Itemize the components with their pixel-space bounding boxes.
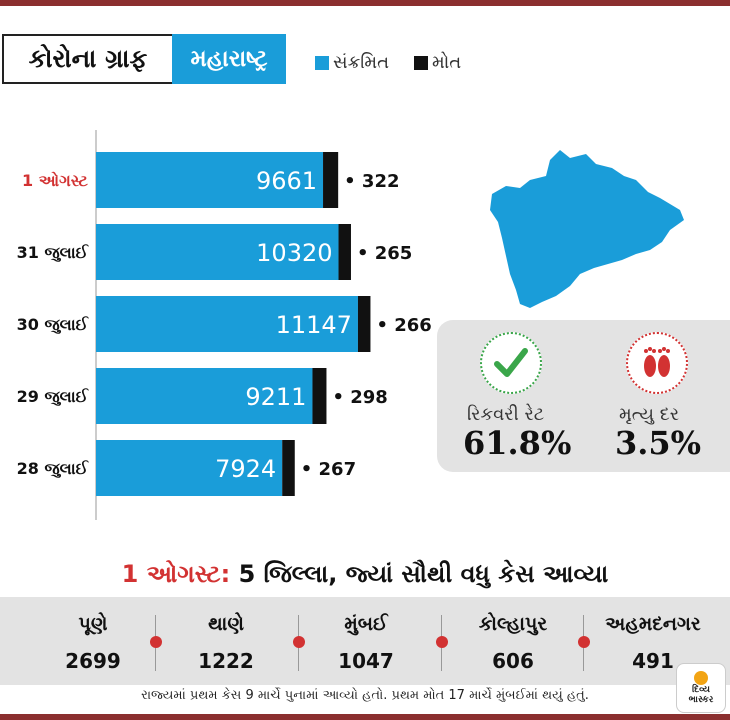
district-value: 2699 bbox=[65, 649, 121, 673]
district-separator bbox=[150, 615, 162, 671]
top-border bbox=[0, 0, 730, 6]
stats-panel: રિકવરી રેટ 61.8% મૃત્યુ દર 3.5% bbox=[437, 320, 730, 472]
district-value: 1047 bbox=[338, 649, 394, 673]
legend-label-deaths: મોત bbox=[432, 52, 462, 73]
category-label: 30 જુલાઈ bbox=[17, 315, 90, 335]
district-value: 606 bbox=[492, 649, 534, 673]
bar-deaths bbox=[323, 152, 339, 208]
category-label: 28 જુલાઈ bbox=[17, 459, 90, 479]
data-label-deaths: • 267 bbox=[301, 459, 356, 480]
bar-infected bbox=[96, 368, 313, 424]
category-label: 1 ઓગસ્ટ bbox=[22, 170, 89, 190]
bar-deaths bbox=[357, 296, 371, 352]
district-name: થાણે bbox=[208, 613, 244, 635]
recovery-icon-circle bbox=[480, 332, 542, 394]
data-label-deaths: • 298 bbox=[332, 387, 387, 408]
data-label-infected: 9661 bbox=[256, 167, 317, 195]
districts-heading-text: 5 જિલ્લા, જ્યાં સૌથી વધુ કેસ આવ્યા bbox=[238, 560, 609, 588]
district-item: પૂણે 2699 bbox=[20, 597, 166, 685]
district-separator bbox=[578, 615, 590, 671]
footnote: રાજ્યમાં પ્રથમ કેસ 9 માર્ચે પુનામાં આવ્ય… bbox=[141, 688, 589, 703]
maharashtra-map-icon bbox=[490, 150, 684, 308]
page-title: કોરોના ગ્રાફ bbox=[2, 34, 174, 84]
district-item: થાણે 1222 bbox=[153, 597, 299, 685]
checkmark-icon bbox=[494, 348, 528, 377]
category-label: 29 જુલાઈ bbox=[17, 387, 90, 407]
recovery-rate-label: રિકવરી રેટ bbox=[467, 404, 545, 425]
districts-heading-date: 1 ઓગસ્ટ: bbox=[121, 560, 231, 588]
legend-swatch-deaths bbox=[414, 55, 428, 70]
district-name: પૂણે bbox=[78, 613, 108, 635]
logo-text-line1: દિવ્ય bbox=[692, 685, 710, 695]
footprints-icon bbox=[644, 347, 670, 377]
district-name: અહમદનગર bbox=[605, 613, 701, 635]
data-label-deaths: • 322 bbox=[344, 171, 399, 192]
district-item: મુંબઈ 1047 bbox=[293, 597, 439, 685]
bar-deaths bbox=[282, 440, 295, 496]
districts-panel: પૂણે 2699 થાણે 1222 મુંબઈ 1047 કોલ્હાપુર… bbox=[0, 597, 730, 685]
legend-item-infected: સંક્રમિત bbox=[315, 52, 389, 73]
bar-deaths bbox=[338, 224, 351, 280]
bar-infected bbox=[96, 224, 339, 280]
category-label: 31 જુલાઈ bbox=[17, 243, 90, 263]
bar-infected bbox=[96, 440, 283, 496]
recovery-rate-value: 61.8% bbox=[463, 424, 572, 462]
brand-logo: દિવ્ય ભાસ્કર bbox=[676, 663, 726, 713]
death-rate-value: 3.5% bbox=[615, 424, 702, 462]
district-value: 491 bbox=[632, 649, 674, 673]
death-icon-circle bbox=[626, 332, 688, 394]
logo-text-line2: ભાસ્કર bbox=[688, 695, 714, 705]
district-name: કોલ્હાપુર bbox=[478, 613, 548, 635]
bottom-border bbox=[0, 714, 730, 720]
district-separator bbox=[436, 615, 448, 671]
data-label-deaths: • 266 bbox=[376, 315, 431, 336]
data-label-infected: 7924 bbox=[215, 455, 276, 483]
data-label-infected: 9211 bbox=[245, 383, 306, 411]
data-label-deaths: • 265 bbox=[357, 243, 412, 264]
data-label-infected: 10320 bbox=[256, 239, 332, 267]
sun-icon bbox=[694, 671, 708, 685]
district-value: 1222 bbox=[198, 649, 254, 673]
bar-infected bbox=[96, 296, 358, 352]
data-label-infected: 11147 bbox=[276, 311, 352, 339]
legend-label-infected: સંક્રમિત bbox=[333, 52, 389, 73]
legend-swatch-infected bbox=[315, 55, 329, 70]
district-name: મુંબઈ bbox=[344, 613, 388, 635]
death-rate-label: મૃત્યુ દર bbox=[619, 404, 680, 425]
state-label: મહારાષ્ટ્ર bbox=[172, 34, 286, 84]
district-item: અહમદનગર 491 bbox=[580, 597, 726, 685]
bar-chart: 1 ઓગસ્ટ 9661 • 322 31 જુલાઈ 10320 • 265 30 જુલ… bbox=[17, 130, 432, 520]
district-item: કોલ્હાપુર 606 bbox=[440, 597, 586, 685]
legend-item-deaths: મોત bbox=[414, 52, 461, 73]
district-separator bbox=[293, 615, 305, 671]
bar-deaths bbox=[312, 368, 327, 424]
bar-infected bbox=[96, 152, 324, 208]
districts-heading: 1 ઓગસ્ટ: 5 જિલ્લા, જ્યાં સૌથી વધુ કેસ આવ… bbox=[0, 560, 730, 588]
